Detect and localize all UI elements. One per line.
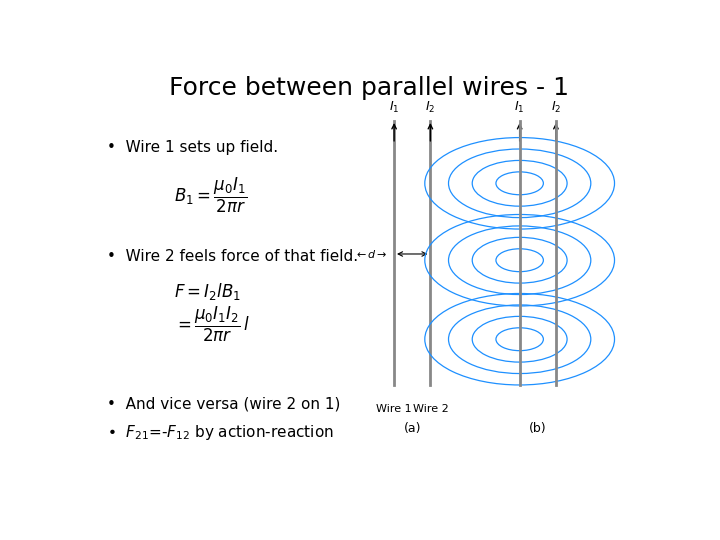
Text: $I_1$: $I_1$ <box>515 99 525 114</box>
Text: $\leftarrow d \rightarrow$: $\leftarrow d \rightarrow$ <box>354 248 387 260</box>
Text: (b): (b) <box>529 422 546 435</box>
Text: $F = I_2 l B_1$: $F = I_2 l B_1$ <box>174 281 241 302</box>
Text: (a): (a) <box>403 422 421 435</box>
Text: $= \dfrac{\mu_0 I_1 I_2}{2\pi r}\, l$: $= \dfrac{\mu_0 I_1 I_2}{2\pi r}\, l$ <box>174 305 250 345</box>
Text: $I_2$: $I_2$ <box>551 99 561 114</box>
Text: Force between parallel wires - 1: Force between parallel wires - 1 <box>169 76 569 100</box>
Text: $I_1$: $I_1$ <box>389 99 400 114</box>
Text: $B_1 = \dfrac{\mu_0 I_1}{2\pi r}$: $B_1 = \dfrac{\mu_0 I_1}{2\pi r}$ <box>174 176 247 215</box>
Text: $I_2$: $I_2$ <box>426 99 436 114</box>
Text: •  And vice versa (wire 2 on 1): • And vice versa (wire 2 on 1) <box>107 396 340 411</box>
Text: •  Wire 1 sets up field.: • Wire 1 sets up field. <box>107 140 278 156</box>
Text: •  Wire 2 feels force of that field.: • Wire 2 feels force of that field. <box>107 248 358 264</box>
Text: Wire 1: Wire 1 <box>377 404 412 414</box>
Text: •  $F_{21}$=-$F_{12}$ by action-reaction: • $F_{21}$=-$F_{12}$ by action-reaction <box>107 423 333 442</box>
Text: Wire 2: Wire 2 <box>413 404 449 414</box>
